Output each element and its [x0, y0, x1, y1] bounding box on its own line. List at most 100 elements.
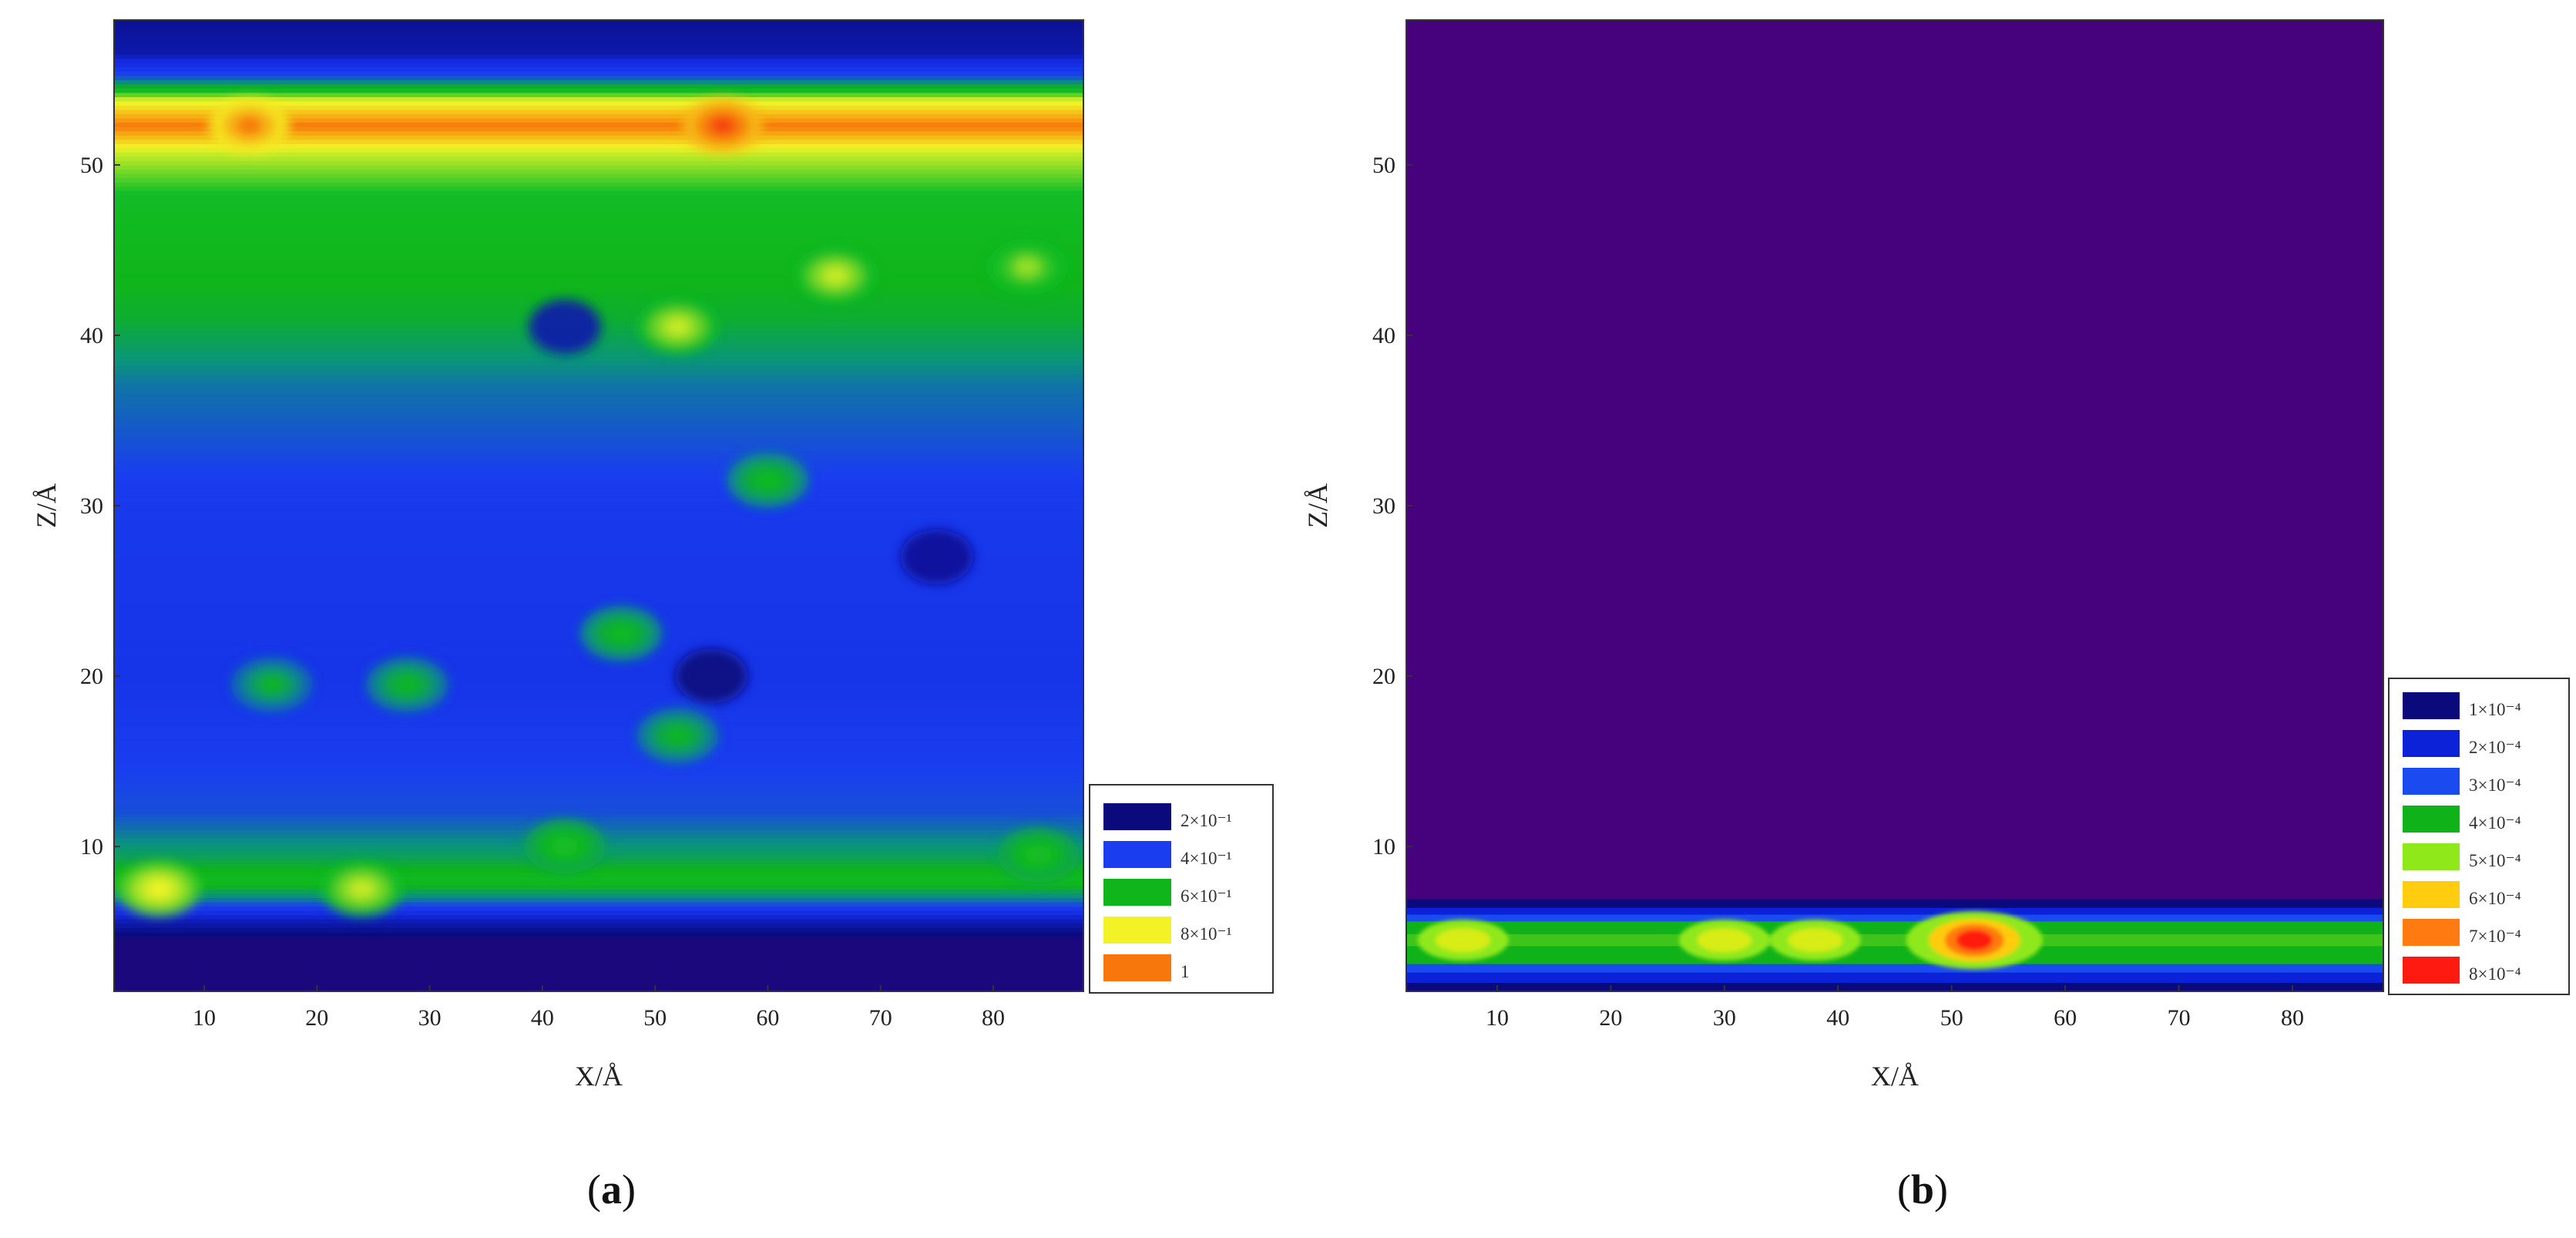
chart-a-band [114, 906, 1083, 911]
chart-a-band [114, 463, 1083, 468]
chart-a-band [114, 867, 1083, 873]
chart-a-band [114, 105, 1083, 110]
chart-a-band [114, 680, 1083, 685]
panel-label-b: (b) [1897, 1166, 1948, 1213]
legend-swatch [1103, 841, 1171, 868]
legend-swatch [2403, 692, 2460, 719]
chart-a-band [114, 75, 1083, 80]
panel-label-a: (a) [587, 1166, 636, 1213]
chart-a-x-ticks: 10 20 30 40 50 60 70 80 [193, 985, 1005, 1031]
y-tick-label: 20 [80, 664, 103, 689]
chart-a-band [114, 83, 1083, 89]
chart-a-band [114, 876, 1083, 881]
chart-a-band [114, 523, 1083, 528]
chart-a-band [114, 574, 1083, 579]
chart-a-band [114, 156, 1083, 161]
chart-a-band [114, 241, 1083, 247]
chart-a-band [114, 552, 1083, 557]
chart-b-bands [1406, 899, 2383, 991]
chart-a-band [114, 335, 1083, 341]
chart-a-band [114, 301, 1083, 306]
chart-b-band-core [1406, 934, 2383, 947]
chart-a-band [114, 403, 1083, 409]
chart-b-x-ticks: 10 20 30 40 50 60 70 80 [1486, 985, 2304, 1031]
chart-b-hotspot [1697, 928, 1752, 953]
chart-a-band [114, 944, 1083, 950]
legend-label: 8×10⁻⁴ [2469, 964, 2521, 984]
chart-a-band [114, 62, 1083, 68]
chart-a-band [114, 420, 1083, 426]
panel-label-b-open: ( [1897, 1166, 1911, 1213]
chart-a-band [114, 395, 1083, 400]
chart-b-x-axis-title: X/Å [1871, 1061, 1919, 1092]
legend-swatch [2403, 881, 2460, 908]
chart-a-band [114, 769, 1083, 775]
chart-a-band [114, 919, 1083, 924]
chart-a-band [114, 705, 1083, 711]
chart-a-heatmap [114, 20, 1083, 991]
chart-a-band [114, 565, 1083, 570]
chart-a-band [114, 250, 1083, 255]
y-tick-label: 40 [80, 323, 103, 348]
chart-a-band [114, 607, 1083, 613]
chart-a-band [114, 437, 1083, 442]
chart-a-band [114, 688, 1083, 694]
chart-a-band [114, 177, 1083, 183]
legend-label: 4×10⁻¹ [1181, 849, 1232, 868]
chart-a-band [114, 37, 1083, 42]
chart-a-band [114, 965, 1083, 971]
chart-a-band [114, 476, 1083, 481]
chart-a-band [114, 560, 1083, 566]
chart-a-band [114, 344, 1083, 349]
chart-a-band [114, 263, 1083, 268]
chart-a-band [114, 284, 1083, 289]
chart-b-y-axis-title: Z/Å [1302, 483, 1333, 528]
chart-a-band [114, 744, 1083, 749]
chart-a-band [114, 237, 1083, 242]
chart-a-band [114, 233, 1083, 238]
chart-a-band [114, 224, 1083, 230]
chart-a-band [114, 173, 1083, 179]
x-tick-label: 50 [643, 1005, 667, 1031]
chart-a-band [114, 676, 1083, 681]
chart-a-band [114, 710, 1083, 715]
chart-a-band [114, 982, 1083, 988]
chart-a-band [114, 782, 1083, 788]
chart-a-band [114, 587, 1083, 592]
chart-a-band [114, 668, 1083, 673]
chart-a-band [114, 663, 1083, 668]
chart-a-band [114, 96, 1083, 102]
legend-label: 6×10⁻¹ [1181, 886, 1232, 906]
chart-a-band [114, 454, 1083, 459]
chart-a-band [114, 425, 1083, 430]
chart-a-y-ticks: 10 20 30 40 50 [80, 153, 120, 860]
chart-a-band [114, 889, 1083, 894]
chart-a-band [114, 974, 1083, 980]
chart-a-band [114, 863, 1083, 869]
chart-b-hotspot [1788, 928, 1843, 953]
chart-a-band [114, 66, 1083, 72]
chart-a-band [114, 774, 1083, 779]
chart-a-band [114, 731, 1083, 737]
chart-a-band [114, 757, 1083, 762]
chart-b-background [1406, 20, 2383, 991]
chart-a-band [114, 407, 1083, 413]
panel-label-b-close: ) [1934, 1166, 1949, 1213]
chart-a-band [114, 245, 1083, 251]
chart-a-band [114, 297, 1083, 302]
chart-a-band [114, 429, 1083, 434]
chart-b-spots [1417, 911, 2043, 970]
chart-a-band [114, 590, 1083, 596]
chart-a-coldspot [901, 529, 973, 584]
panel-label-b-letter: b [1910, 1166, 1935, 1213]
chart-a-band [114, 714, 1083, 719]
x-tick-label: 30 [418, 1005, 442, 1031]
y-tick-label: 40 [1372, 323, 1395, 348]
x-tick-label: 10 [1486, 1005, 1509, 1031]
chart-a-band [114, 348, 1083, 353]
chart-a-band [114, 309, 1083, 315]
chart-a-band [114, 275, 1083, 281]
chart-a-band [114, 526, 1083, 532]
chart-a-band [114, 722, 1083, 728]
chart-a-band [114, 859, 1083, 864]
